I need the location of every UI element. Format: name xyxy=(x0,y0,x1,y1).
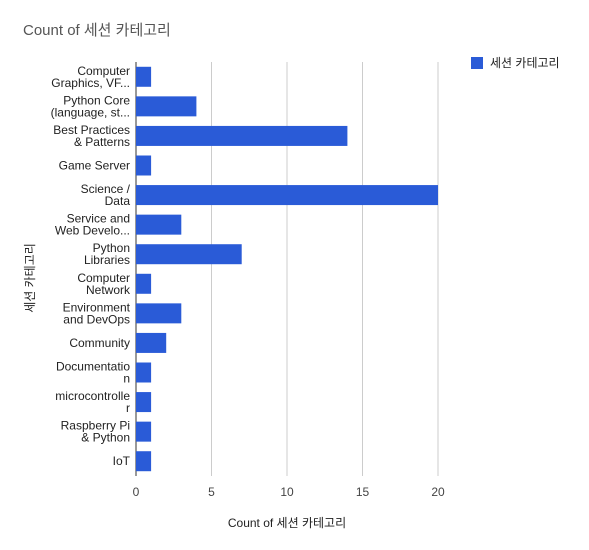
bars xyxy=(136,66,438,472)
legend: 세션 카테고리 xyxy=(471,56,560,70)
chart-title: Count of 세션 카테고리 xyxy=(23,22,171,39)
bar xyxy=(136,125,348,146)
x-axis-title: Count of 세션 카테고리 xyxy=(228,516,346,530)
x-tick-label: 15 xyxy=(356,485,370,499)
category-label: & Python xyxy=(81,431,130,445)
bar xyxy=(136,451,152,472)
category-label: Network xyxy=(86,283,131,297)
category-label: Service and xyxy=(67,212,130,226)
category-label: and DevOps xyxy=(63,312,130,326)
category-label: (language, st... xyxy=(51,105,130,119)
category-label: microcontrolle xyxy=(55,389,130,403)
bar xyxy=(136,421,152,442)
category-label: Python Core xyxy=(63,93,130,107)
category-label: Web Develo... xyxy=(55,224,130,238)
category-label: Python xyxy=(93,241,130,255)
bar xyxy=(136,273,152,294)
x-tick-label: 10 xyxy=(280,485,294,499)
x-tick-label: 20 xyxy=(431,485,445,499)
x-tick-labels: 0 5 10 15 20 xyxy=(133,485,445,499)
category-label: Documentatio xyxy=(56,360,130,374)
bar xyxy=(136,155,152,176)
bar xyxy=(136,303,182,324)
bar xyxy=(136,96,197,117)
x-tick-label: 5 xyxy=(208,485,215,499)
category-label: Best Practices xyxy=(53,123,130,137)
bar xyxy=(136,185,438,206)
bar xyxy=(136,392,152,413)
category-label: Raspberry Pi xyxy=(61,419,130,433)
category-label: r xyxy=(126,401,130,415)
category-label: n xyxy=(123,372,130,386)
category-label: Graphics, VF... xyxy=(51,76,130,90)
legend-label: 세션 카테고리 xyxy=(490,56,560,70)
category-label: Game Server xyxy=(59,159,130,173)
legend-swatch xyxy=(471,57,483,69)
category-label: Data xyxy=(105,194,131,208)
category-label: Computer xyxy=(77,64,130,78)
bar xyxy=(136,362,152,383)
x-tick-label: 0 xyxy=(133,485,140,499)
bar xyxy=(136,214,182,235)
category-label: Libraries xyxy=(84,253,130,267)
category-label: Computer xyxy=(77,271,130,285)
category-label: & Patterns xyxy=(74,135,130,149)
category-label: Community xyxy=(69,336,130,350)
category-label: Science / xyxy=(81,182,131,196)
y-axis-title: 세션 카테고리 xyxy=(23,243,37,313)
bar xyxy=(136,66,152,87)
bar xyxy=(136,332,167,353)
gridlines xyxy=(135,62,439,476)
category-label: Environment xyxy=(63,300,131,314)
bar xyxy=(136,244,242,265)
category-label: IoT xyxy=(113,454,131,468)
